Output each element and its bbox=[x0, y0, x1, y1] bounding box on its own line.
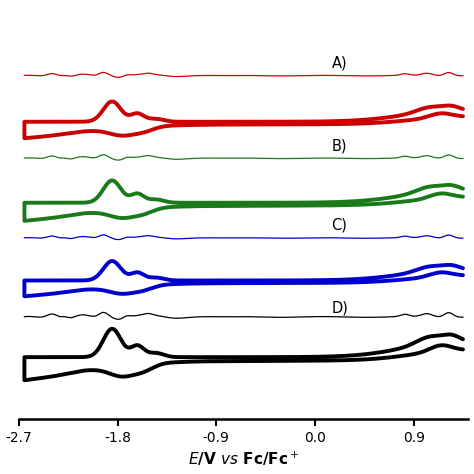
Text: C): C) bbox=[331, 218, 347, 233]
Text: B): B) bbox=[331, 138, 347, 153]
Text: D): D) bbox=[331, 301, 348, 316]
X-axis label: $\mathit{E}$/V $\mathit{vs}$ Fc/Fc$^+$: $\mathit{E}$/V $\mathit{vs}$ Fc/Fc$^+$ bbox=[188, 450, 299, 468]
Text: A): A) bbox=[331, 55, 347, 71]
